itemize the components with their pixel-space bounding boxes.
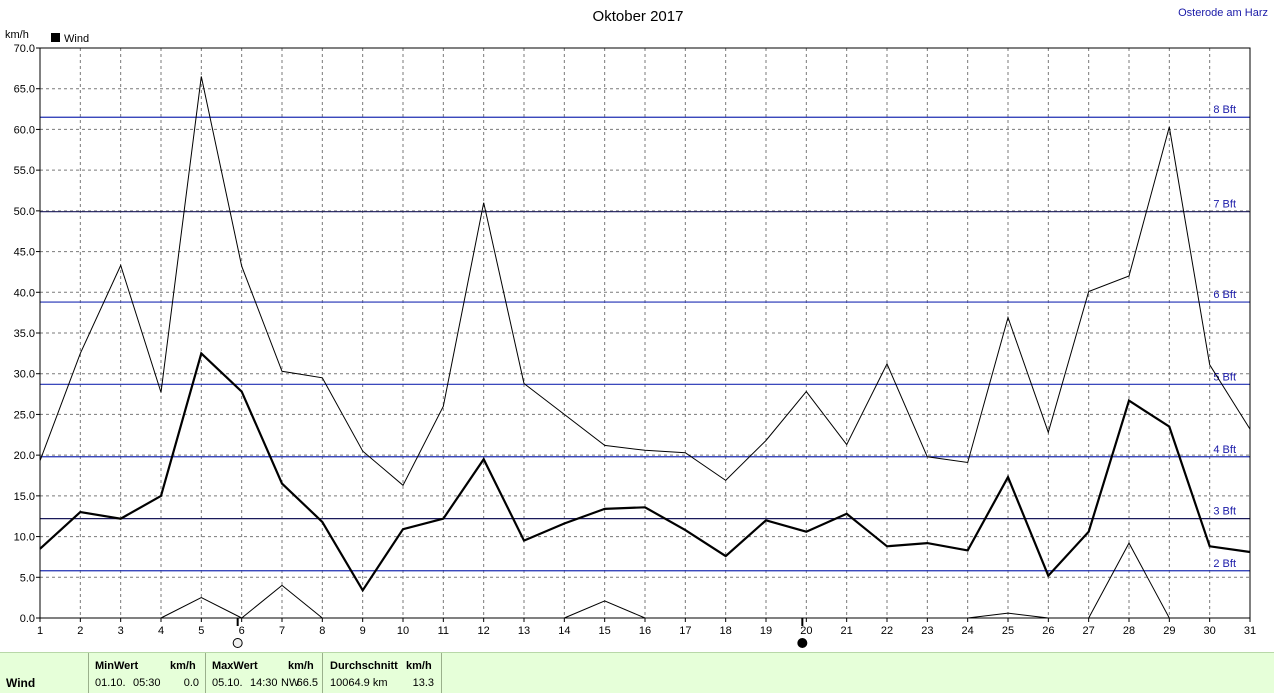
x-tick-label: 29 — [1163, 625, 1175, 637]
x-tick-label: 18 — [720, 625, 732, 637]
x-tick-label: 12 — [478, 625, 490, 637]
min-time: 05:30 — [133, 677, 161, 689]
beaufort-label: 8 Bft — [1213, 104, 1236, 116]
x-tick-label: 5 — [198, 625, 204, 637]
x-tick-label: 4 — [158, 625, 164, 637]
x-tick-label: 26 — [1042, 625, 1054, 637]
legend-label: Wind — [64, 33, 89, 45]
y-tick-label: 45.0 — [14, 247, 35, 259]
series-line-avg — [39, 351, 1251, 593]
x-tick-label: 28 — [1123, 625, 1135, 637]
y-tick-label: 35.0 — [14, 328, 35, 340]
x-tick-label: 13 — [518, 625, 530, 637]
max-header: MaxWert — [212, 660, 258, 672]
y-tick-label: 65.0 — [14, 84, 35, 96]
min-header: MinWert — [95, 660, 139, 672]
x-tick-label: 20 — [800, 625, 812, 637]
full-moon-icon — [232, 638, 243, 648]
x-tick-label: 21 — [841, 625, 853, 637]
y-axis-unit: km/h — [5, 29, 29, 41]
x-tick-label: 15 — [599, 625, 611, 637]
y-tick-label: 20.0 — [14, 450, 35, 462]
min-value: 0.0 — [183, 677, 199, 689]
y-tick-label: 60.0 — [14, 124, 35, 136]
y-tick-label: 30.0 — [14, 369, 35, 381]
x-tick-label: 19 — [760, 625, 772, 637]
x-tick-label: 1 — [37, 625, 43, 637]
x-tick-label: 23 — [921, 625, 933, 637]
y-tick-label: 15.0 — [14, 491, 35, 503]
series-line-max — [39, 76, 1251, 487]
x-tick-label: 7 — [279, 625, 285, 637]
new-moon-icon — [797, 638, 808, 648]
x-tick-label: 6 — [239, 625, 245, 637]
max-cell: MaxWert km/h 05.10. 14:30 NW 66.5 — [205, 653, 323, 693]
legend-swatch — [51, 33, 60, 42]
y-tick-label: 55.0 — [14, 165, 35, 177]
y-tick-label: 10.0 — [14, 532, 35, 544]
avg-value: 13.3 — [412, 677, 434, 689]
y-tick-label: 25.0 — [14, 409, 35, 421]
x-tick-label: 24 — [962, 625, 974, 637]
stats-footer: Wind MinWert km/h 01.10. 05:30 0.0 MaxWe… — [0, 652, 1274, 693]
x-tick-label: 27 — [1083, 625, 1095, 637]
x-tick-label: 11 — [438, 625, 449, 637]
beaufort-label: 6 Bft — [1213, 289, 1236, 301]
max-date: 05.10. — [212, 677, 243, 689]
x-tick-label: 25 — [1002, 625, 1014, 637]
x-tick-label: 10 — [397, 625, 409, 637]
beaufort-label: 7 Bft — [1213, 199, 1236, 211]
min-date: 01.10. — [95, 677, 126, 689]
min-unit: km/h — [170, 660, 196, 672]
max-unit: km/h — [288, 660, 314, 672]
chart-title: Oktober 2017 — [593, 8, 684, 25]
avg-cell: Durchschnitt km/h 10064.9 km 13.3 — [322, 653, 442, 693]
series-line-min — [564, 600, 646, 619]
x-tick-label: 31 — [1244, 625, 1256, 637]
footer-series-label: Wind — [6, 676, 36, 690]
max-direction: NW — [281, 677, 300, 689]
avg-unit: km/h — [406, 660, 432, 672]
x-tick-label: 30 — [1204, 625, 1216, 637]
x-tick-label: 9 — [360, 625, 366, 637]
y-tick-label: 70.0 — [14, 43, 35, 55]
x-tick-label: 16 — [639, 625, 651, 637]
y-tick-label: 5.0 — [20, 572, 35, 584]
x-tick-label: 8 — [319, 625, 325, 637]
location-label: Osterode am Harz — [1178, 7, 1268, 19]
x-tick-label: 22 — [881, 625, 893, 637]
x-tick-label: 3 — [118, 625, 124, 637]
beaufort-label: 2 Bft — [1213, 558, 1236, 570]
max-time: 14:30 — [250, 677, 278, 689]
x-tick-label: 2 — [77, 625, 83, 637]
min-cell: MinWert km/h 01.10. 05:30 0.0 — [88, 653, 206, 693]
beaufort-label: 4 Bft — [1213, 444, 1236, 456]
max-value: 66.5 — [296, 677, 318, 689]
x-tick-label: 17 — [679, 625, 691, 637]
wind-chart: Oktober 2017 Osterode am Harz km/h Wind … — [5, 7, 1268, 648]
y-tick-label: 40.0 — [14, 287, 35, 299]
beaufort-label: 5 Bft — [1213, 371, 1236, 383]
avg-distance: 10064.9 km — [330, 677, 388, 689]
plot-frame — [39, 47, 1251, 619]
beaufort-label: 3 Bft — [1213, 506, 1236, 518]
avg-header: Durchschnitt — [330, 660, 398, 672]
x-tick-label: 14 — [558, 625, 570, 637]
y-tick-label: 50.0 — [14, 206, 35, 218]
y-tick-label: 0.0 — [20, 613, 35, 625]
